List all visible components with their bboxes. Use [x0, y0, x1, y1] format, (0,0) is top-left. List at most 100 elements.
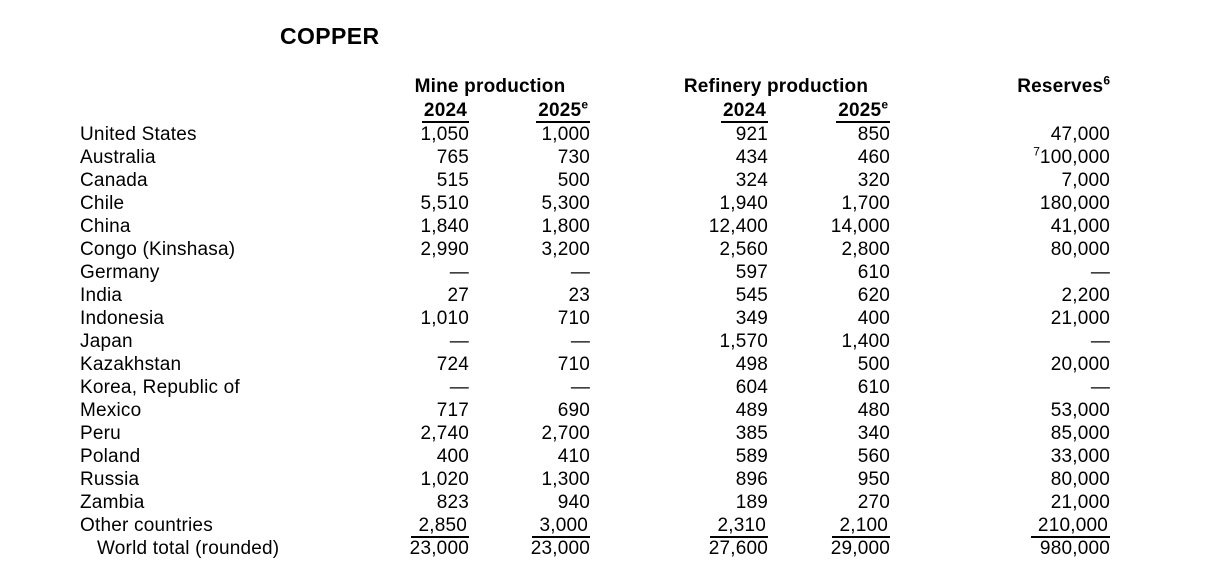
table-row: Chile 5,510 5,300 1,940 1,700 180,000 — [80, 192, 1110, 215]
refinery-2024-value: 434 — [735, 147, 769, 168]
mine-2024-value: 1,020 — [420, 469, 469, 490]
reserves-value: 21,000 — [1050, 308, 1111, 329]
mine-2024-value: 823 — [436, 492, 469, 513]
reserves-value: — — [1090, 377, 1111, 398]
table-row: China 1,840 1,800 12,400 14,000 41,000 — [80, 215, 1110, 238]
refinery-2025-value: 480 — [857, 400, 891, 421]
table-row: Japan — — 1,570 1,400 — — [80, 330, 1110, 353]
refinery-2025-total: 29,000 — [830, 538, 891, 559]
mine-2024-value: — — [449, 262, 469, 283]
reserves-value: 85,000 — [1050, 423, 1111, 444]
refinery-2025-value: 2,800 — [841, 239, 891, 260]
reserves-total: 980,000 — [1039, 538, 1111, 559]
country-label: Australia — [80, 147, 156, 168]
country-label: Korea, Republic of — [80, 377, 240, 398]
refinery-2024-header: 2024 — [720, 100, 769, 123]
reserves-value: 180,000 — [1039, 193, 1111, 214]
country-label: India — [80, 285, 123, 306]
reserves-value: 80,000 — [1050, 239, 1111, 260]
reserves-value: 20,000 — [1050, 354, 1111, 375]
refinery-2025-value: 610 — [857, 262, 891, 283]
refinery-2024-value: 385 — [735, 423, 769, 444]
refinery-2024-value: 604 — [735, 377, 769, 398]
mine-2025-value: — — [570, 377, 591, 398]
refinery-2025-value: 320 — [857, 170, 891, 191]
mine-2025-value: 5,300 — [541, 193, 591, 214]
country-label: Poland — [80, 446, 141, 467]
refinery-2025-value: 14,000 — [830, 216, 891, 237]
refinery-2024-value: 921 — [735, 124, 769, 145]
refinery-2024-value: 589 — [735, 446, 769, 467]
copper-statistics-table: Mine production Refinery production Rese… — [80, 75, 1111, 560]
country-label: Japan — [80, 331, 133, 352]
table-row: Indonesia 1,010 710 349 400 21,000 — [80, 307, 1110, 330]
refinery-production-header: Refinery production — [683, 76, 869, 97]
table-row: India 27 23 545 620 2,200 — [80, 284, 1110, 307]
table-row: Kazakhstan 724 710 498 500 20,000 — [80, 353, 1110, 376]
refinery-2025-value: 460 — [857, 147, 891, 168]
mine-2025-value: 1,800 — [541, 216, 591, 237]
country-label: China — [80, 216, 131, 237]
table-row: Russia 1,020 1,300 896 950 80,000 — [80, 468, 1110, 491]
reserves-value: 53,000 — [1050, 400, 1111, 421]
mine-2024-value: 400 — [436, 446, 469, 467]
empty-cell — [80, 99, 390, 123]
refinery-2025-value: 400 — [857, 308, 891, 329]
mine-2025-value: 730 — [557, 147, 591, 168]
refinery-2025-value: 340 — [857, 423, 891, 444]
refinery-2024-value: 2,310 — [590, 514, 769, 538]
mine-2024-header: 2024 — [421, 100, 469, 123]
mine-2024-value: 1,010 — [420, 308, 469, 329]
country-label: Mexico — [80, 400, 142, 421]
country-label: Kazakhstan — [80, 354, 182, 375]
reserves-value: 33,000 — [1050, 446, 1111, 467]
reserves-value: 47,000 — [1050, 124, 1111, 145]
refinery-2025-value: 1,700 — [841, 193, 891, 214]
estimate-sup: e — [581, 97, 589, 112]
mine-2024-value: 515 — [436, 170, 469, 191]
table-row: Australia 765 730 434 460 7100,000 — [80, 146, 1110, 169]
mine-2024-value: 2,850 — [390, 514, 469, 538]
refinery-2024-value: 324 — [735, 170, 769, 191]
mine-2024-value: 1,050 — [420, 124, 469, 145]
refinery-2025-value: 270 — [857, 492, 891, 513]
mine-2024-total: 23,000 — [409, 538, 469, 559]
refinery-2024-value: 349 — [735, 308, 769, 329]
refinery-2024-value: 545 — [735, 285, 769, 306]
country-label: Congo (Kinshasa) — [80, 239, 236, 260]
mine-2025-value: 710 — [557, 308, 591, 329]
refinery-2024-value: 489 — [735, 400, 769, 421]
table-row: Germany — — 597 610 — — [80, 261, 1110, 284]
mine-2025-total: 23,000 — [530, 538, 591, 559]
refinery-2025-value: 560 — [857, 446, 891, 467]
country-label: Peru — [80, 423, 121, 444]
table-row: Poland 400 410 589 560 33,000 — [80, 445, 1110, 468]
footnote-7-ref: 7 — [1033, 144, 1040, 159]
mine-2025-value: 3,000 — [469, 514, 591, 538]
table-row: Mexico 717 690 489 480 53,000 — [80, 399, 1110, 422]
reserves-header: Reserves6 — [890, 75, 1110, 99]
page-title: COPPER — [280, 23, 380, 49]
mine-2025-value: 23 — [568, 285, 591, 306]
table-row: Peru 2,740 2,700 385 340 85,000 — [80, 422, 1110, 445]
empty-cell — [80, 75, 390, 99]
reserves-value: 7,000 — [1061, 170, 1111, 191]
mine-2024-value: 724 — [436, 354, 469, 375]
refinery-2024-value: 498 — [735, 354, 769, 375]
reserves-header-text: Reserves — [1017, 76, 1104, 97]
mine-2025-value: 2,700 — [541, 423, 591, 444]
reserves-value: 7100,000 — [890, 146, 1110, 169]
reserves-value: 21,000 — [1050, 492, 1111, 513]
copper-statistics-section: Mine production Refinery production Rese… — [80, 75, 1111, 560]
mine-2025-value: 500 — [557, 170, 591, 191]
mine-2025-value: 3,200 — [541, 239, 591, 260]
country-label: Canada — [80, 170, 148, 191]
mine-2025-value: — — [570, 262, 591, 283]
country-label: Germany — [80, 262, 160, 283]
mine-2024-value: 765 — [436, 147, 469, 168]
world-total-label: World total (rounded) — [97, 538, 280, 559]
mine-2025-header: 2025e — [536, 97, 591, 123]
mine-2025-value: 1,300 — [541, 469, 591, 490]
year-header-row: 2024 2025e 2024 2025e — [80, 99, 1110, 123]
country-label: Zambia — [80, 492, 145, 513]
